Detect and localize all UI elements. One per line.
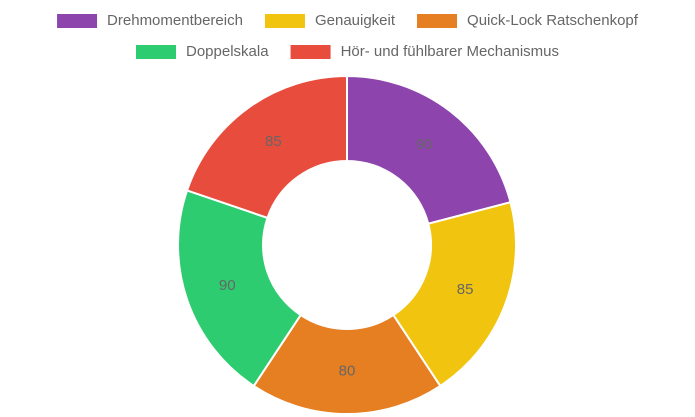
legend-swatch — [290, 45, 331, 59]
doughnut-segment — [346, 74, 512, 225]
doughnut-segment — [177, 189, 303, 388]
legend-label: Hör- und fühlbarer Mechanismus — [341, 43, 559, 60]
legend-item: Hör- und fühlbarer Mechanismus — [290, 43, 559, 60]
legend-label: Drehmomentbereich — [107, 12, 243, 29]
legend-label: Quick-Lock Ratschenkopf — [467, 12, 639, 29]
legend-swatch — [136, 45, 176, 59]
legend-swatch — [264, 14, 305, 28]
legend-item: Quick-Lock Ratschenkopf — [417, 12, 639, 29]
data-label: 80 — [339, 362, 356, 379]
data-label: 85 — [457, 281, 474, 298]
legend-swatch — [57, 14, 98, 28]
legend-item: Drehmomentbereich — [57, 12, 243, 29]
legend-label: Doppelskala — [186, 43, 269, 60]
legend-item: Doppelskala — [136, 43, 269, 60]
doughnut-segment — [185, 74, 348, 220]
legend-item: Genauigkeit — [264, 12, 396, 29]
data-label: 85 — [265, 133, 282, 150]
doughnut-segment — [391, 201, 517, 388]
doughnut-segment — [252, 313, 442, 415]
legend-label: Genauigkeit — [315, 12, 396, 29]
data-label: 90 — [219, 277, 236, 294]
data-label: 90 — [416, 136, 433, 153]
legend-swatch — [417, 14, 458, 28]
